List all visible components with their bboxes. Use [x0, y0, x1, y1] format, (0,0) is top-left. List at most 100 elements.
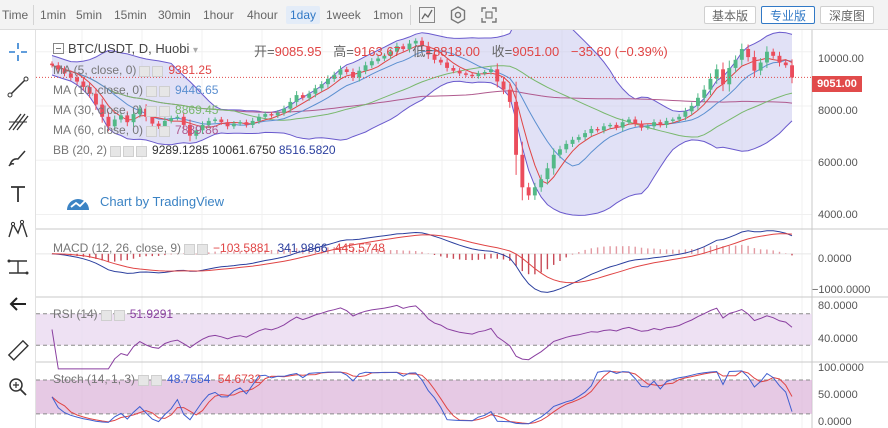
legend-buttons[interactable] — [110, 144, 149, 158]
tf-1day[interactable]: 1day — [286, 6, 321, 24]
macd-hist-bar — [233, 251, 235, 254]
symbol-title[interactable]: BTC/USDT, D, Huobi ▾ — [53, 41, 198, 56]
back-arrow-icon[interactable] — [6, 292, 30, 316]
macd-hist-bar — [584, 249, 586, 254]
candle — [445, 62, 449, 68]
ruler-icon[interactable] — [6, 338, 30, 362]
legend-stoch[interactable]: Stoch (14, 1, 3) 48.7554 54.6732 — [53, 372, 261, 387]
candle — [244, 122, 249, 125]
legend-label: MA (5, close, 0) — [53, 63, 137, 77]
candle — [532, 187, 537, 196]
tf-1min[interactable]: 1min — [40, 8, 67, 22]
tab-depth[interactable]: 深度图 — [820, 6, 874, 24]
legend-rsi[interactable]: RSI (14) 51.9291 — [53, 307, 173, 322]
text-tool-icon[interactable] — [6, 182, 30, 206]
candle — [175, 116, 180, 119]
candle — [514, 101, 518, 155]
macd-hist-bar — [283, 249, 285, 254]
tf-5min[interactable]: 5min — [76, 8, 103, 22]
candle — [326, 78, 330, 85]
candle — [645, 126, 650, 128]
measure-range-icon[interactable] — [6, 255, 30, 279]
chevron-down-icon: ▾ — [193, 45, 199, 56]
macd-hist-bar — [778, 251, 781, 254]
ohlc-readout: 开=9085.95 高=9163.67 低=8818.00 收=9051.00 … — [254, 41, 668, 60]
tab-pro[interactable]: 专业版 — [761, 6, 815, 24]
candle — [464, 73, 468, 75]
tf-1hour[interactable]: 1hour — [203, 8, 234, 22]
candle — [112, 119, 117, 127]
legend-buttons[interactable] — [184, 242, 210, 256]
price-axis-tick: 4000.00 — [818, 209, 858, 221]
candle — [570, 139, 575, 144]
legend-ma10[interactable]: MA (10, close, 0) 9446.65 — [53, 83, 218, 98]
collapse-icon[interactable] — [53, 43, 64, 54]
candle — [739, 49, 744, 60]
macd-hist-bar — [515, 253, 517, 266]
legend-value: 8869.45 — [175, 103, 219, 117]
candle — [300, 95, 305, 98]
tf-1mon[interactable]: 1mon — [373, 8, 404, 22]
candle — [231, 123, 236, 127]
bollinger-lower-line — [51, 74, 793, 216]
tf-1week[interactable]: 1week — [326, 8, 361, 22]
legend-buttons[interactable] — [146, 124, 172, 138]
tf-15min[interactable]: 15min — [114, 8, 147, 22]
macd-hist-bar — [596, 247, 599, 254]
candle — [583, 133, 587, 138]
legend-label: Stoch (14, 1, 3) — [53, 372, 136, 386]
candle — [351, 72, 355, 78]
tab-basic[interactable]: 基本版 — [704, 6, 756, 24]
legend-macd[interactable]: MACD (12, 26, close, 9) −103.5881 341.986… — [53, 241, 385, 256]
tf-30min[interactable]: 30min — [158, 8, 191, 22]
chart-canvas[interactable] — [36, 30, 888, 428]
settings-gear-icon[interactable] — [448, 5, 468, 25]
pattern-tool-icon[interactable] — [6, 218, 30, 242]
candle — [137, 108, 142, 115]
candle — [451, 68, 456, 71]
legend-buttons[interactable] — [146, 84, 172, 98]
trend-line-icon[interactable] — [6, 75, 30, 99]
candle — [250, 120, 255, 125]
macd-hist-bar — [477, 253, 480, 260]
fullscreen-icon[interactable] — [479, 5, 499, 25]
candle — [627, 119, 631, 123]
candle — [388, 51, 393, 56]
candle — [219, 119, 224, 123]
macd-hist-bar — [672, 249, 674, 254]
macd-hist-bar — [458, 253, 461, 260]
candle — [407, 43, 412, 49]
macd-hist-bar — [88, 253, 91, 258]
fib-tool-icon[interactable] — [6, 110, 30, 134]
macd-hist-bar — [264, 250, 266, 254]
macd-hist-bar — [157, 253, 160, 256]
candle — [614, 124, 619, 128]
candle — [482, 72, 487, 74]
legend-bb[interactable]: BB (20, 2) 9289.1285 10061.6750 8516.5820 — [53, 143, 336, 158]
tradingview-watermark[interactable]: Chart by TradingView — [64, 191, 224, 213]
legend-ma60[interactable]: MA (60, close, 0) 7839.86 — [53, 123, 218, 138]
legend-buttons[interactable] — [138, 373, 164, 387]
tf-time[interactable]: Time — [2, 8, 29, 22]
legend-buttons[interactable] — [100, 308, 127, 322]
macd-hist-bar — [471, 253, 473, 261]
legend-ma30[interactable]: MA (30, close, 0) 8869.45 — [53, 103, 218, 118]
legend-buttons[interactable] — [146, 104, 172, 118]
candle — [319, 84, 324, 89]
candle — [357, 70, 362, 78]
macd-hist-bar — [540, 253, 542, 273]
macd-hist-bar — [659, 249, 661, 254]
candle — [282, 108, 286, 113]
candle — [457, 70, 462, 74]
macd-hist-bar — [741, 244, 743, 254]
legend-ma5[interactable]: MA (5, close, 0) 9381.25 — [53, 63, 212, 78]
tf-4hour[interactable]: 4hour — [247, 8, 278, 22]
brush-icon[interactable] — [6, 146, 30, 170]
macd-hist-bar — [364, 249, 367, 254]
legend-buttons[interactable] — [139, 64, 165, 78]
candle — [558, 149, 562, 155]
crosshair-icon[interactable] — [6, 40, 30, 64]
chart-type-icon[interactable] — [417, 5, 437, 25]
macd-hist-bar — [553, 253, 555, 265]
zoom-icon[interactable] — [6, 375, 30, 399]
